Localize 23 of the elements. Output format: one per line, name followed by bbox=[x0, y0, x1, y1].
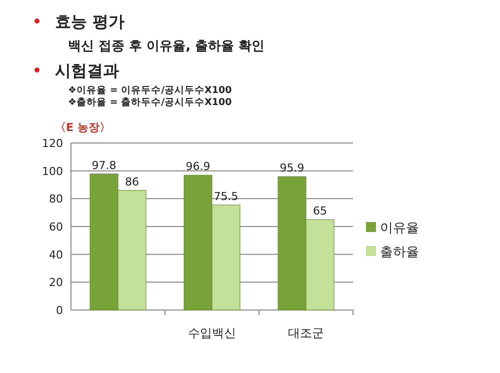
chart-title: 효능 평가 bbox=[55, 12, 125, 31]
data-label: 86 bbox=[125, 175, 139, 188]
text: ❖출하율 = 출하두수/공시두수X100 bbox=[68, 97, 232, 108]
chart-subtitle: 백신 접종 후 이유율, 출하율 확인 bbox=[68, 39, 265, 54]
data-label: 75.5 bbox=[214, 190, 238, 203]
y-tick-label: 100 bbox=[42, 164, 63, 178]
y-tick-label: 20 bbox=[49, 276, 63, 290]
data-label: 97.8 bbox=[92, 158, 116, 172]
text: ❖이유율 = 이유두수/공시두수X100 bbox=[68, 85, 232, 96]
y-tick-label: 0 bbox=[56, 304, 63, 317]
legend-label: 출하율 bbox=[380, 245, 419, 260]
y-tick-label: 40 bbox=[49, 248, 63, 262]
x-tick-label: 수입백신 bbox=[188, 326, 236, 340]
y-tick-label: 80 bbox=[49, 192, 63, 206]
data-label: 95.9 bbox=[280, 162, 304, 175]
data-label: 65 bbox=[313, 204, 327, 218]
data-label: 96.9 bbox=[186, 160, 210, 174]
legend-label: 이유율 bbox=[380, 221, 419, 236]
y-tick-label: 60 bbox=[49, 220, 63, 234]
text: 시험결과 bbox=[55, 61, 119, 80]
text: 〈E 농장〉 bbox=[55, 121, 110, 134]
x-tick-label: 대조군 bbox=[288, 326, 324, 340]
y-tick-label: 120 bbox=[42, 137, 63, 150]
